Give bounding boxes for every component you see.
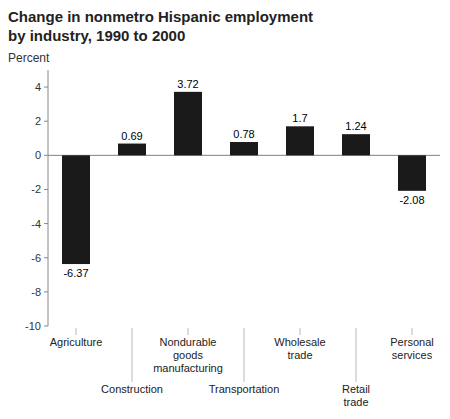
bar	[174, 92, 202, 155]
bar	[118, 144, 146, 156]
title: Change in nonmetro Hispanic employment	[8, 8, 313, 25]
y-tick-label: 4	[35, 81, 41, 93]
category-label: Agriculture	[50, 336, 103, 348]
bar	[342, 134, 370, 155]
y-tick	[44, 223, 48, 224]
y-tick-label: -4	[31, 218, 41, 230]
y-tick-label: 0	[35, 149, 41, 161]
chart: Change in nonmetro Hispanic employment by…	[0, 0, 450, 419]
data-label: 1.24	[345, 120, 366, 132]
category-label: Transportation	[209, 383, 280, 395]
y-tick-label: -8	[31, 286, 41, 298]
bar	[230, 142, 258, 155]
bars	[62, 92, 426, 264]
category-leader	[132, 328, 133, 382]
data-label: 0.69	[121, 130, 142, 142]
data-label: -6.37	[63, 267, 88, 279]
category-label: Wholesaletrade	[274, 336, 325, 361]
category-label: Personalservices	[390, 336, 433, 361]
bar	[62, 155, 90, 264]
category-leader	[412, 328, 413, 335]
category-label: Construction	[101, 383, 163, 395]
category-leader	[244, 328, 245, 382]
category-leader	[188, 328, 189, 335]
category-label: Retailtrade	[342, 383, 370, 408]
category-leader	[300, 328, 301, 335]
y-tick	[44, 87, 48, 88]
y-tick	[44, 257, 48, 258]
y-tick	[44, 326, 48, 327]
category-label: Nondurablegoodsmanufacturing	[153, 336, 223, 374]
category-leader	[76, 328, 77, 335]
category-leader	[356, 328, 357, 382]
y-tick-label: -2	[31, 183, 41, 195]
data-label: 3.72	[177, 78, 198, 90]
bar	[286, 126, 314, 155]
y-tick-label: -10	[25, 320, 41, 332]
bar	[398, 155, 426, 190]
y-axis-line	[48, 70, 49, 326]
data-label: -2.08	[399, 194, 424, 206]
data-label: 1.7	[292, 112, 307, 124]
y-tick-label: -6	[31, 252, 41, 264]
y-tick	[44, 121, 48, 122]
y-tick	[44, 189, 48, 190]
chart-container: Change in nonmetro Hispanic employment by…	[0, 0, 450, 419]
y-tick	[44, 291, 48, 292]
y-tick-label: 2	[35, 115, 41, 127]
y-tick	[44, 155, 48, 156]
data-label: 0.78	[233, 128, 254, 140]
subtitle: by industry, 1990 to 2000	[8, 27, 185, 44]
y-axis-label: Percent	[8, 51, 50, 65]
